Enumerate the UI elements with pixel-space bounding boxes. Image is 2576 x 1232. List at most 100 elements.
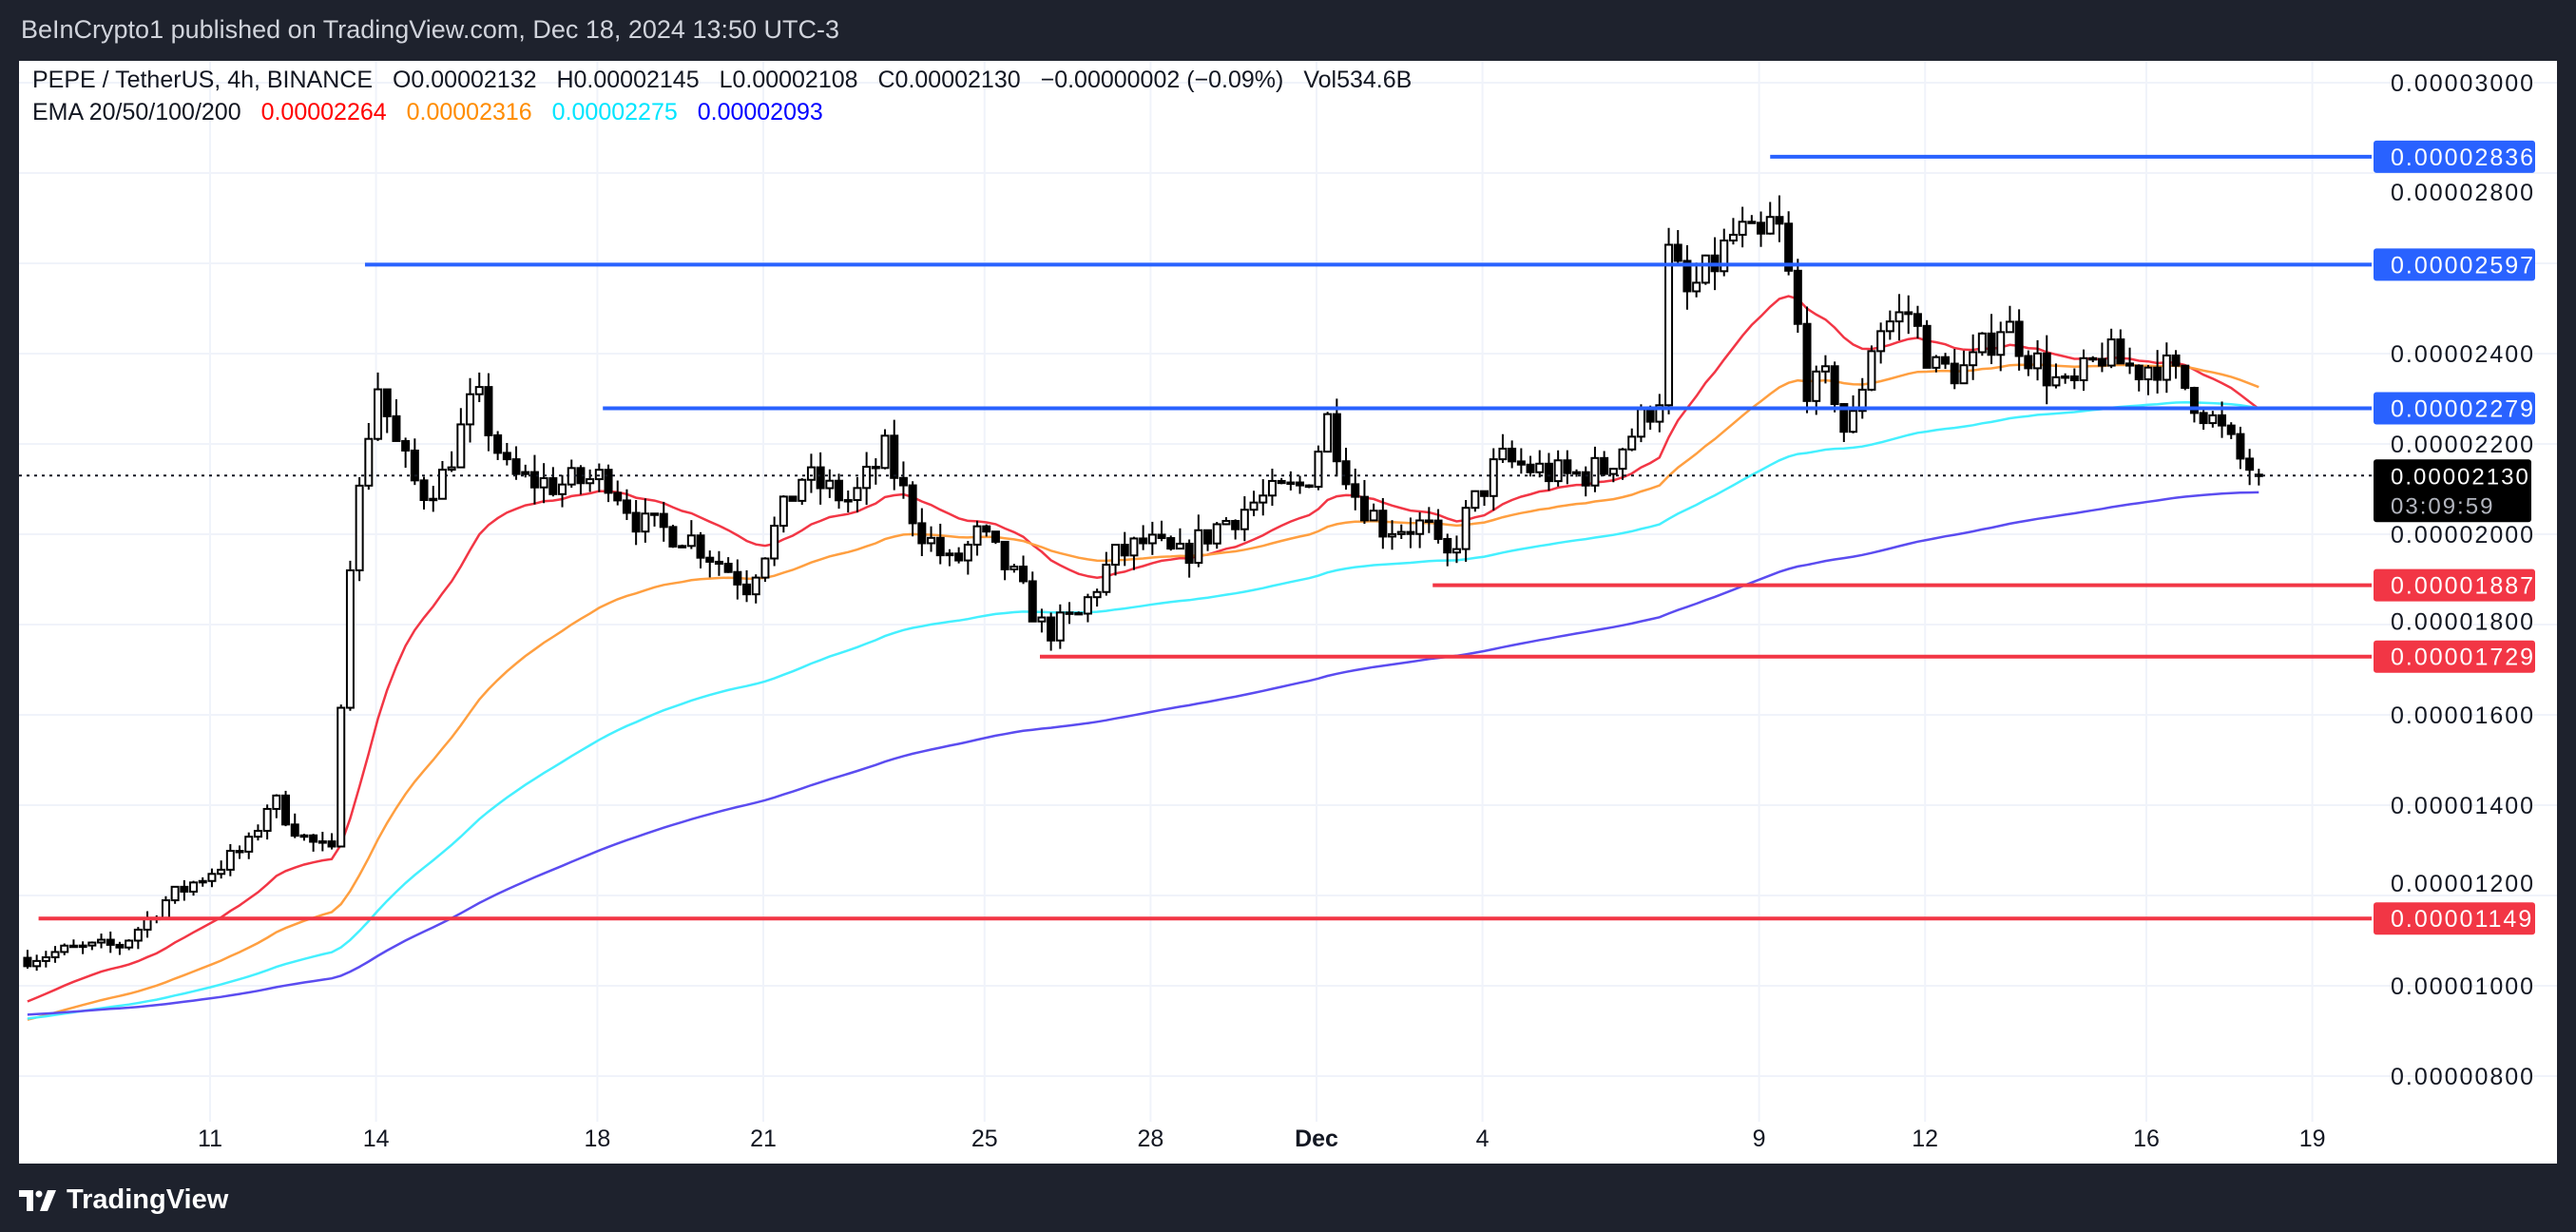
time-axis[interactable]: 11 14 18 21 25 28 Dec 4 9 12 16 19	[198, 1126, 2325, 1152]
candle-body-up	[1396, 530, 1406, 535]
candle	[1747, 215, 1757, 224]
candle-body-up	[1618, 448, 1627, 471]
candle-body-down	[502, 452, 511, 461]
candle	[309, 834, 318, 852]
candle-body-down	[1802, 322, 1812, 402]
candle	[1664, 227, 1674, 414]
candle-body-down	[650, 512, 660, 516]
candle-body-up	[972, 525, 982, 546]
candle	[1959, 350, 1969, 385]
candle-body-up	[447, 466, 456, 472]
candle	[244, 832, 254, 859]
candle-body-down	[816, 466, 825, 490]
candle-body-up	[1129, 537, 1139, 557]
candle	[2097, 342, 2106, 373]
candle-body-up	[41, 956, 50, 962]
candle	[161, 895, 170, 920]
level-price-box	[2374, 902, 2535, 935]
candle	[723, 557, 733, 573]
candle-body-down	[1508, 447, 1517, 463]
candle-body-up	[2079, 356, 2088, 382]
candle-body-down	[1757, 221, 1766, 235]
candle-body-down	[1351, 483, 1360, 498]
candle-body-down	[1922, 324, 1932, 369]
candle-body-up	[189, 881, 199, 893]
candle-body-down	[1424, 519, 1433, 523]
candle-body-up	[133, 928, 143, 942]
candle-body-down	[1563, 459, 1572, 474]
candle	[1553, 450, 1563, 487]
tradingview-logo[interactable]: TradingView	[19, 1184, 228, 1216]
time-tick-label: 19	[2299, 1126, 2326, 1152]
candle-body-up	[1102, 564, 1111, 593]
candle	[2088, 356, 2098, 363]
candle-body-down	[631, 511, 641, 533]
candle-body-down	[898, 476, 908, 487]
candle-body-down	[1277, 479, 1286, 485]
candle	[68, 939, 78, 949]
candle	[2024, 350, 2033, 376]
candle-body-up	[1009, 565, 1019, 570]
candle-body-down	[714, 560, 723, 565]
candle	[760, 557, 770, 583]
candle	[1692, 262, 1701, 298]
candle	[2236, 426, 2245, 470]
ohlc-open: O0.00002132	[392, 67, 537, 93]
candle-body-up	[1655, 404, 1664, 423]
candle-body-down	[1682, 260, 1692, 293]
volume: Vol534.6B	[1303, 67, 1413, 93]
candle-body-down	[613, 491, 623, 502]
candle	[1867, 345, 1876, 392]
candle	[908, 481, 917, 537]
candle-body-up	[1083, 596, 1092, 615]
candle-body-up	[355, 484, 364, 571]
level-lines	[38, 154, 2372, 921]
candle	[1922, 319, 1932, 369]
current-price-label: 0.00002130 03:09:59	[2374, 459, 2531, 523]
candle-body-up	[244, 836, 254, 853]
candle-body-up	[770, 525, 779, 560]
candle	[1894, 294, 1904, 341]
level-price-label: 0.00001887	[2391, 573, 2535, 600]
current-price-box	[2374, 459, 2531, 523]
candle-body-up	[253, 829, 262, 838]
level-price-box	[2374, 248, 2535, 281]
candle	[779, 495, 788, 533]
candle-body-down	[2181, 364, 2190, 389]
candle	[1830, 361, 1839, 413]
price-tick-label: 0.00001000	[2391, 973, 2535, 1000]
candle	[281, 790, 291, 827]
candle-body-down	[1074, 611, 1084, 616]
candle	[2069, 368, 2079, 390]
candle	[23, 950, 32, 969]
ema-label[interactable]: EMA 20/50/100/200	[32, 99, 241, 125]
candle-body-up	[1857, 388, 1867, 413]
candle	[511, 446, 521, 480]
candle	[1092, 588, 1102, 607]
symbol-name[interactable]: PEPE / TetherUS, 4h, BINANCE	[32, 67, 374, 93]
candle	[170, 885, 180, 904]
candle	[1802, 306, 1812, 414]
candle	[1775, 195, 1784, 242]
candle-body-down	[529, 471, 539, 489]
candle	[1378, 497, 1388, 549]
candle	[502, 442, 511, 466]
candle	[1451, 535, 1461, 564]
candle	[2125, 347, 2135, 375]
candle	[1913, 305, 1922, 339]
candle	[990, 530, 1000, 545]
candle-body-down	[2042, 352, 2051, 387]
price-axis[interactable]: 0.00003000 0.00002800 0.00002400 0.00002200…	[2391, 70, 2535, 1090]
candle	[770, 516, 779, 567]
candle-body-up	[678, 545, 687, 549]
candle	[539, 463, 548, 504]
candle-body-up	[594, 469, 604, 481]
candle	[714, 550, 723, 576]
published-info: BeInCrypto1 published on TradingView.com…	[21, 15, 840, 44]
candle	[2162, 342, 2171, 394]
candle-body-down	[917, 522, 927, 545]
candle	[1120, 531, 1129, 567]
candle-body-down	[1184, 542, 1194, 565]
candle-body-up	[1812, 370, 1821, 402]
